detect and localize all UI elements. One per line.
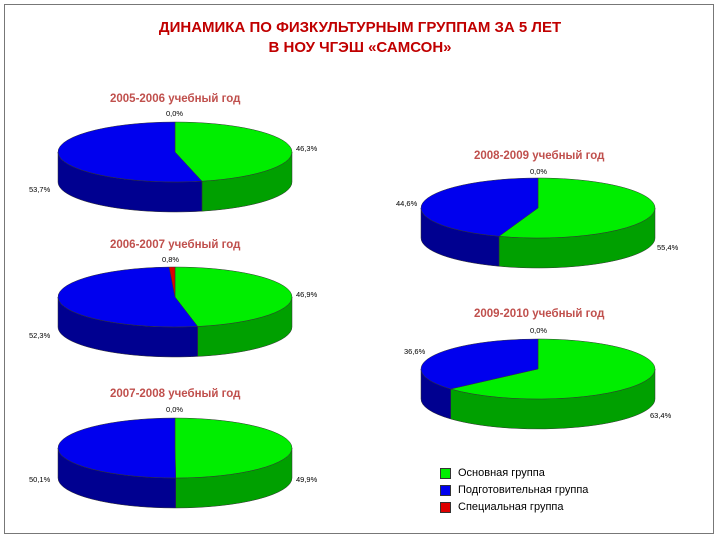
pie-data-label: 44,6% bbox=[396, 199, 418, 208]
page-title: ДИНАМИКА ПО ФИЗКУЛЬТУРНЫМ ГРУППАМ ЗА 5 Л… bbox=[0, 18, 720, 58]
pie-chart-4: 2008-2009 учебный год 55,4% 44,6% 0,0% bbox=[396, 150, 679, 269]
page-title-line-1: ДИНАМИКА ПО ФИЗКУЛЬТУРНЫМ ГРУППАМ ЗА 5 Л… bbox=[158, 19, 562, 36]
legend-label-preparatory: Подготовительная группа bbox=[458, 484, 589, 496]
pie-data-label: 63,4% bbox=[650, 411, 672, 420]
pie-data-label: 49,9% bbox=[296, 475, 318, 484]
pie-slice-1 bbox=[174, 266, 293, 327]
page-title-line-2: В НОУ ЧГЭШ «САМСОН» bbox=[268, 39, 452, 56]
pie-slice-3 bbox=[168, 266, 176, 298]
pie-chart-title: 2009-2010 учебный год bbox=[474, 308, 605, 320]
pie-data-label: 55,4% bbox=[657, 243, 679, 252]
legend-label-special: Специальная группа bbox=[458, 501, 564, 513]
pie-data-label: 52,3% bbox=[29, 331, 51, 340]
pie-chart-1: 2005-2006 учебный год 46,3% 53,7% 0,0% bbox=[29, 93, 318, 213]
pie-slice-2 bbox=[420, 177, 539, 237]
pie-chart-3: 2007-2008 учебный год 49,9% 50,1% 0,0% bbox=[29, 388, 318, 509]
pie-chart-title: 2005-2006 учебный год bbox=[110, 93, 241, 105]
pie-slice-2 bbox=[57, 266, 199, 328]
pie-data-label: 36,6% bbox=[404, 347, 426, 356]
pie-slice-1 bbox=[174, 417, 292, 479]
pie-chart-title: 2006-2007 учебный год bbox=[110, 239, 241, 251]
pie-data-label: 46,9% bbox=[296, 290, 318, 299]
legend-swatch-special bbox=[440, 502, 451, 513]
pie-chart-5: 2009-2010 учебный год 63,4% 36,6% 0,0% bbox=[404, 308, 672, 430]
pie-data-label: 50,1% bbox=[29, 475, 51, 484]
pie-data-label: 0,0% bbox=[530, 326, 547, 335]
pie-data-label: 0,0% bbox=[166, 405, 183, 414]
pie-chart-title: 2007-2008 учебный год bbox=[110, 388, 241, 400]
pie-slice-2 bbox=[420, 338, 539, 390]
legend-swatch-main bbox=[440, 468, 451, 479]
pie-slice-2 bbox=[57, 121, 203, 183]
pie-slice-2 bbox=[57, 417, 176, 479]
pie-data-label: 0,0% bbox=[166, 109, 183, 118]
pie-chart-title: 2008-2009 учебный год bbox=[474, 150, 605, 162]
pie-slice-1 bbox=[174, 121, 293, 182]
legend-label-main: Основная группа bbox=[458, 467, 545, 479]
pie-data-label: 53,7% bbox=[29, 185, 51, 194]
pie-data-label: 0,0% bbox=[530, 167, 547, 176]
legend-swatch-preparatory bbox=[440, 485, 451, 496]
pie-data-label: 0,8% bbox=[162, 255, 179, 264]
pie-data-label: 46,3% bbox=[296, 144, 318, 153]
pie-slice-1 bbox=[450, 338, 656, 400]
pie-chart-2: 2006-2007 учебный год 46,9% 52,3% 0,8% bbox=[29, 239, 318, 358]
slide-frame bbox=[4, 4, 714, 534]
